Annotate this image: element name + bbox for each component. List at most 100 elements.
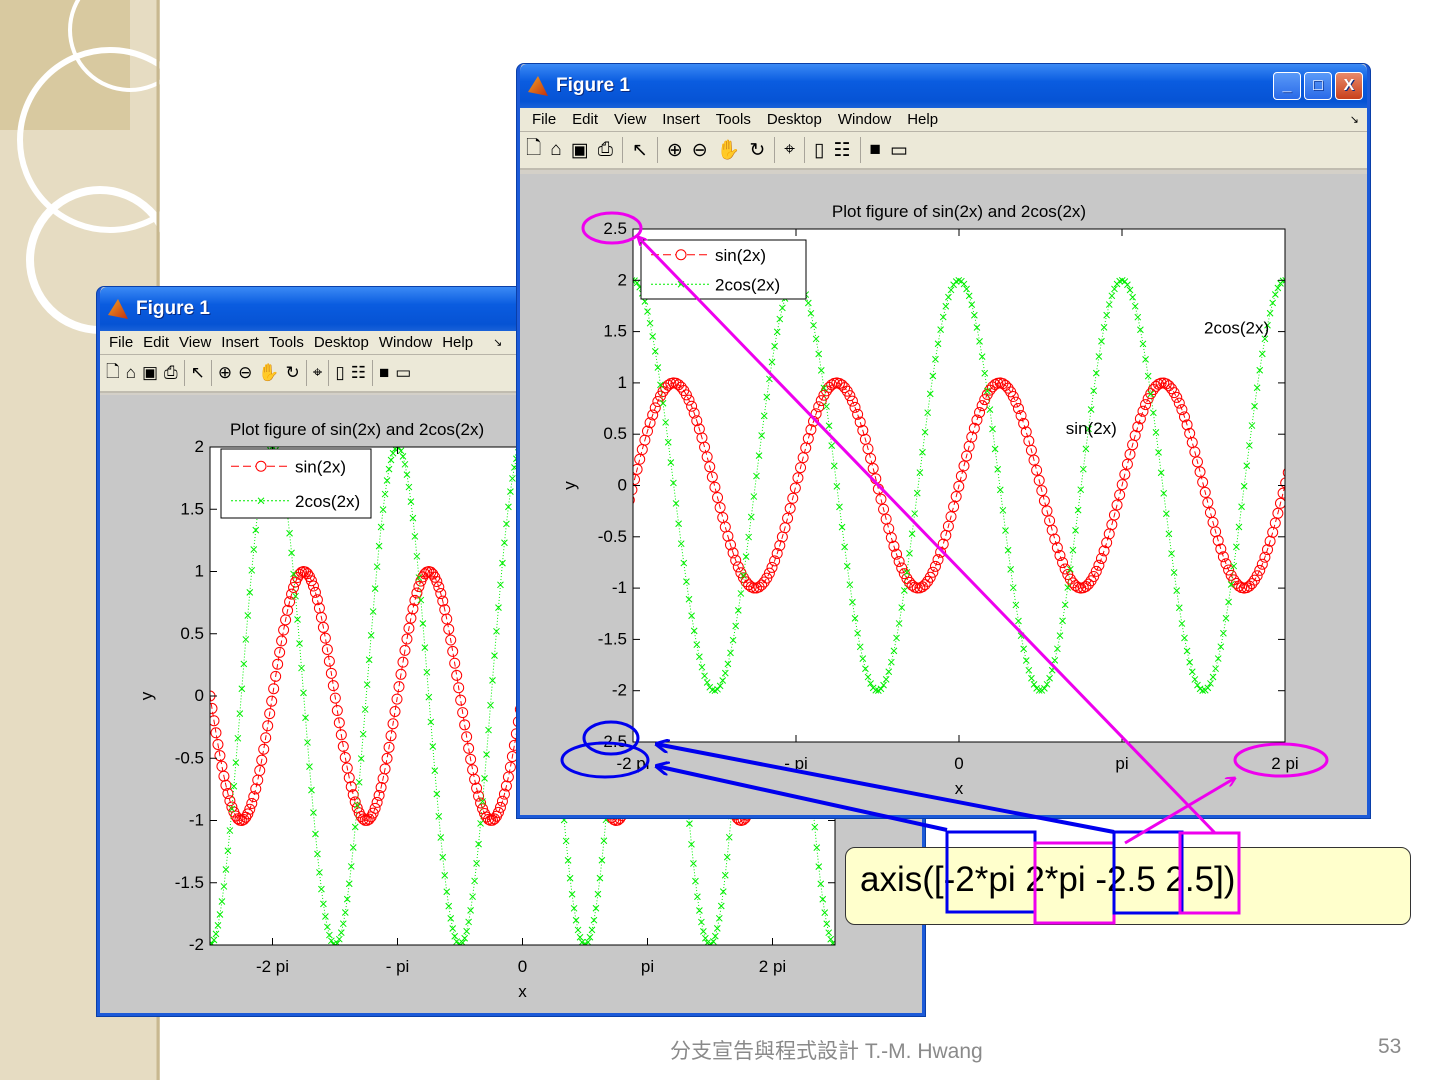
save-icon[interactable]: ▣ (141, 363, 159, 382)
menu-help[interactable]: Help (442, 334, 474, 351)
menu-tools[interactable]: Tools (268, 334, 304, 351)
plot-annotation: 2cos(2x) (1204, 319, 1269, 338)
cos-marker (1335, 573, 1341, 579)
new-file-icon[interactable]: 🗋 (106, 361, 120, 381)
menu-desktop[interactable]: Desktop (313, 334, 369, 351)
sin-marker (262, 720, 274, 732)
toolbar-separator (859, 137, 861, 163)
data-cursor-icon[interactable]: ⌖ (312, 363, 323, 382)
pan-hand-icon[interactable]: ✋ (716, 140, 741, 161)
cos-marker (435, 812, 443, 820)
cos-marker (1353, 670, 1359, 676)
cos-marker (292, 592, 299, 600)
menu-edit[interactable]: Edit (572, 111, 599, 128)
menu-file[interactable]: File (109, 334, 134, 351)
legend-icon[interactable]: ☷ (350, 363, 366, 382)
cos-marker (447, 915, 455, 922)
menu-desktop[interactable]: Desktop (766, 111, 822, 128)
pointer-icon[interactable]: ↖ (190, 363, 205, 382)
sin-marker (1307, 393, 1317, 403)
y-tick-label: -2.5 (598, 732, 627, 751)
menu-window[interactable]: Window (837, 111, 892, 128)
sin-marker (413, 580, 425, 592)
y-tick-label: 1 (618, 373, 627, 392)
legend-icon[interactable]: ☷ (833, 139, 851, 161)
open-folder-icon[interactable]: ⌂ (550, 139, 562, 160)
legend-box[interactable] (220, 448, 372, 519)
sin-marker (286, 588, 298, 600)
show-plot-tools-icon[interactable]: ▭ (889, 139, 908, 161)
cos-marker (210, 941, 214, 945)
pan-hand-icon[interactable]: ✋ (258, 363, 280, 382)
cos-marker (220, 883, 228, 890)
sin-marker (433, 581, 445, 593)
cos-marker (608, 346, 614, 352)
pointer-icon[interactable]: ↖ (631, 139, 648, 161)
sin-marker (552, 501, 562, 511)
cos-marker (1238, 503, 1245, 511)
colorbar-icon[interactable]: ▯ (813, 139, 825, 161)
dock-arrow-icon[interactable]: ↘ (493, 337, 503, 349)
menu-help[interactable]: Help (907, 111, 939, 128)
menu-edit[interactable]: Edit (143, 334, 170, 351)
y-axis-label: y (137, 691, 156, 700)
rotate-3d-icon[interactable]: ↻ (285, 363, 300, 382)
sin-marker (391, 693, 403, 705)
window-title: Figure 1 (556, 75, 630, 96)
data-cursor-icon[interactable]: ⌖ (784, 139, 795, 160)
new-file-icon[interactable]: 🗋 (526, 138, 542, 159)
sin-marker (604, 563, 614, 573)
save-icon[interactable]: ▣ (570, 139, 589, 161)
sin-marker (593, 580, 603, 590)
hide-plot-tools-icon[interactable]: ■ (378, 363, 390, 382)
sin-marker (572, 567, 582, 577)
cos-marker (616, 307, 622, 313)
colorbar-icon[interactable]: ▯ (335, 363, 345, 382)
zoom-in-icon[interactable]: ⊕ (217, 363, 233, 382)
print-icon[interactable]: ⎙ (597, 139, 613, 160)
minimize-button[interactable]: _ (1273, 72, 1301, 100)
y-tick-label: -1.5 (175, 873, 204, 892)
menu-file[interactable]: File (532, 111, 557, 128)
title-bar[interactable]: Figure 1 _□X (520, 64, 1367, 108)
cos-marker (316, 869, 323, 876)
sin-marker (1361, 479, 1367, 489)
zoom-out-icon[interactable]: ⊖ (691, 139, 708, 161)
cos-marker (423, 668, 431, 676)
menu-insert[interactable]: Insert (221, 334, 259, 351)
x-axis-label: x (955, 779, 964, 798)
cos-marker (351, 823, 359, 831)
menu-insert[interactable]: Insert (662, 111, 700, 128)
close-button[interactable]: X (1335, 72, 1363, 100)
cos-marker (570, 904, 578, 912)
menu-tools[interactable]: Tools (715, 111, 751, 128)
hide-plot-tools-icon[interactable]: ■ (869, 139, 881, 160)
maximize-button[interactable]: □ (1304, 72, 1332, 100)
cos-marker (485, 726, 492, 734)
cos-marker (403, 471, 411, 478)
cos-marker (375, 542, 383, 550)
cos-marker (489, 677, 496, 684)
cos-marker (347, 863, 355, 870)
sin-marker (559, 530, 569, 540)
cos-marker (487, 701, 494, 709)
sin-marker (475, 797, 487, 809)
sin-marker (335, 729, 347, 741)
cos-marker (554, 684, 560, 690)
cos-marker (1261, 335, 1269, 343)
cos-marker (692, 877, 699, 885)
x-tick-label: - pi (386, 957, 410, 976)
open-folder-icon[interactable]: ⌂ (125, 363, 136, 382)
zoom-in-icon[interactable]: ⊕ (666, 139, 683, 161)
print-icon[interactable]: ⎙ (164, 363, 178, 382)
menu-window[interactable]: Window (378, 334, 433, 351)
menu-view[interactable]: View (614, 111, 647, 128)
cos-marker (359, 730, 367, 738)
zoom-out-icon[interactable]: ⊖ (238, 363, 253, 382)
dock-arrow-icon[interactable]: ↘ (1349, 114, 1359, 126)
show-plot-tools-icon[interactable]: ▭ (395, 363, 412, 382)
rotate-3d-icon[interactable]: ↻ (749, 139, 766, 161)
menu-view[interactable]: View (179, 334, 212, 351)
sin-marker (1333, 388, 1343, 398)
sin-marker (260, 732, 272, 744)
